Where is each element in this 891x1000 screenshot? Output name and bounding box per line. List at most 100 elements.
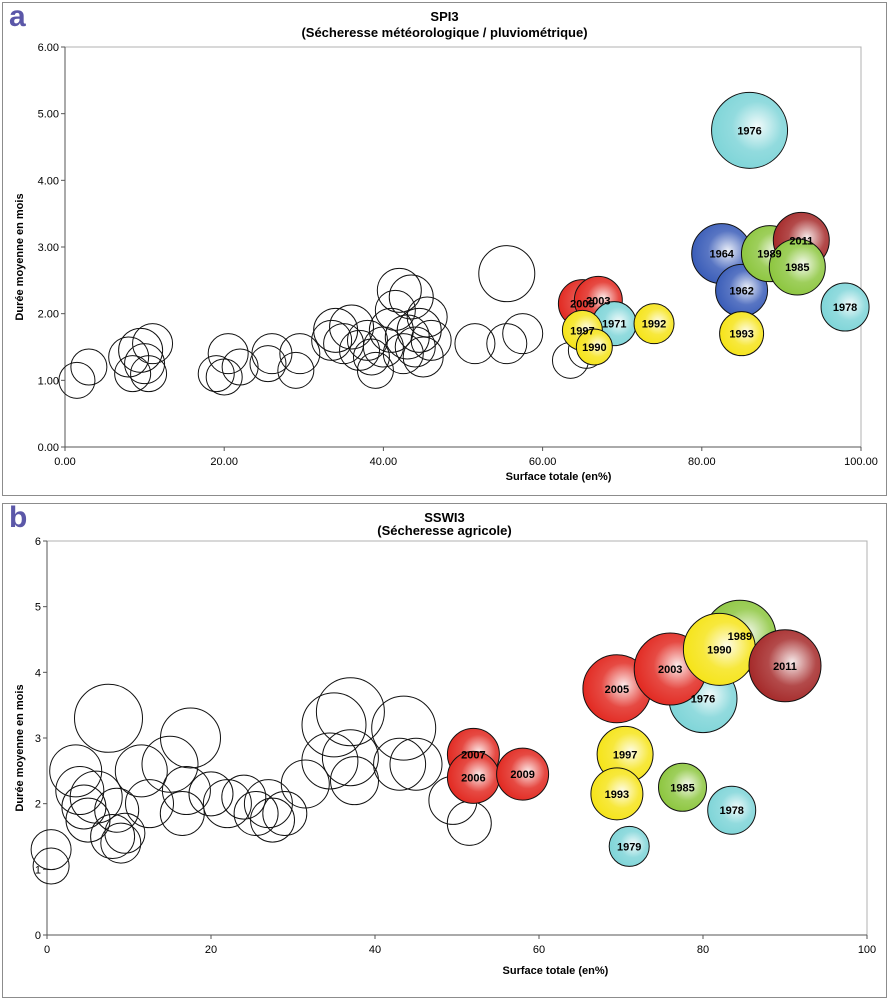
chart-subtitle-a: (Sécheresse météorologique / pluviométri… [301, 25, 588, 40]
bubble-1992 [633, 303, 675, 345]
scatter-plot-a: 0.00 1.00 2.00 3.00 4.00 5.00 6.00 0.00 20.00 40.… [14, 42, 878, 483]
x-tick-label: 100.00 [844, 456, 878, 468]
bubble-label-2011: 2011 [789, 235, 813, 247]
bubble-label-1979: 1979 [617, 841, 641, 853]
bubble-1985 [768, 238, 826, 296]
bubble-label-1992: 1992 [642, 319, 666, 331]
x-tick-label: 80.00 [688, 456, 716, 468]
bubble [406, 296, 448, 338]
bubble [108, 336, 150, 378]
y-tick-label: 5.00 [38, 109, 59, 121]
bubble [446, 800, 492, 846]
chart-panel-b: b SSWI3 (Sécheresse agricole) 0 1 2 3 4 5 6 0 20… [2, 501, 887, 998]
bubble-label-2007: 2007 [461, 749, 485, 761]
bubble [389, 737, 443, 791]
bubble [301, 692, 367, 758]
panel-letter-b: b [9, 501, 28, 534]
bubble-1985 [658, 762, 707, 812]
bubble [114, 355, 152, 393]
bubble [70, 348, 108, 386]
bubble-1990 [575, 328, 613, 366]
x-tick-label: 80 [697, 944, 709, 956]
bubble [313, 307, 359, 353]
bubble [394, 326, 436, 368]
bubble [382, 333, 424, 375]
bubble-label-1997: 1997 [613, 749, 637, 761]
bubble [202, 779, 252, 829]
bubble-1979 [608, 825, 650, 867]
bubble [356, 351, 394, 389]
bubble [74, 683, 143, 753]
bubble [58, 361, 96, 399]
bubble-1978 [820, 282, 870, 332]
bubble [329, 304, 375, 350]
chart-title-a: SPI3 [430, 9, 459, 24]
y-tick-label: 1.00 [38, 375, 59, 387]
bubble [251, 333, 293, 375]
bubble [321, 729, 379, 787]
bubble-label-1989: 1989 [728, 631, 752, 643]
bubble [371, 695, 437, 761]
bubble [94, 787, 140, 833]
bubble [221, 774, 267, 820]
bubble [346, 319, 388, 361]
y-tick-label: 2 [35, 799, 41, 811]
y-tick-label: 1 [35, 864, 41, 876]
x-tick-label: 0.00 [54, 456, 75, 468]
chart-panel-a: a SPI3 (Sécheresse météorologique / pluv… [2, 0, 887, 496]
y-tick-label: 0.00 [38, 442, 59, 454]
bubble [279, 333, 321, 375]
y-tick-label: 4.00 [38, 175, 59, 187]
bubble [396, 307, 442, 353]
bubble [124, 343, 166, 385]
bubble-label-1993: 1993 [605, 789, 629, 801]
bubble [221, 348, 259, 386]
bubble-1976 [711, 91, 789, 169]
bubble [207, 333, 249, 375]
bubble-1993 [590, 767, 644, 821]
x-tick-label: 20.00 [210, 456, 238, 468]
bubble [30, 829, 72, 871]
bubble [376, 267, 422, 313]
bubble-label-1993: 1993 [729, 329, 753, 341]
x-tick-label: 60 [533, 944, 545, 956]
y-tick-label: 6 [35, 536, 41, 548]
bubble [262, 791, 308, 837]
x-axis-label-b: Surface totale (en%) [503, 965, 609, 977]
bubble [132, 323, 174, 365]
y-axis-label-a: Durée moyenne en mois [14, 193, 26, 320]
bubble [362, 326, 404, 368]
bubble [280, 759, 330, 809]
bubble-label-1962: 1962 [729, 285, 753, 297]
x-tick-label: 20 [205, 944, 217, 956]
bubble [114, 744, 168, 798]
bubble-label-1990: 1990 [707, 644, 731, 656]
bubble [118, 327, 164, 373]
bubble [69, 770, 123, 824]
bubble [277, 351, 315, 389]
bubble [125, 779, 174, 829]
bubble-label-2011: 2011 [773, 661, 797, 673]
y-tick-label: 6.00 [38, 42, 59, 54]
bubble-label-2003: 2003 [658, 664, 682, 676]
bubble [250, 797, 295, 843]
bubble [454, 323, 496, 365]
bubble [301, 732, 359, 790]
bubble [197, 355, 235, 393]
bubble [410, 319, 452, 361]
bubble-label-2003: 2003 [586, 295, 610, 307]
bubble-label-2005: 2005 [570, 299, 594, 311]
y-tick-label: 4 [35, 667, 41, 679]
bubble [374, 289, 416, 331]
bubble [188, 771, 234, 817]
bubble [161, 766, 211, 816]
bubble-label-2005: 2005 [605, 684, 629, 696]
bubble-label-1990: 1990 [582, 342, 606, 354]
bubble-label-1971: 1971 [602, 319, 626, 331]
bubble [160, 707, 221, 769]
bubble-label-1976: 1976 [691, 694, 715, 706]
bubble [100, 822, 142, 864]
y-tick-label: 0 [35, 930, 41, 942]
chart-title-b: SSWI3 [424, 510, 465, 525]
